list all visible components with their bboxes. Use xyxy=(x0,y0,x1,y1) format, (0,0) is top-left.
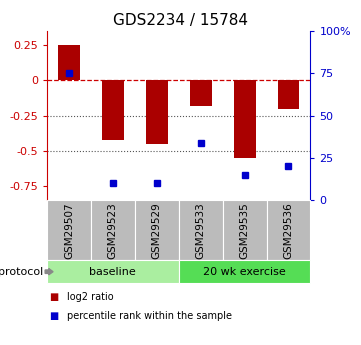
Text: GSM29523: GSM29523 xyxy=(108,202,118,259)
Text: ■: ■ xyxy=(49,292,58,302)
Text: baseline: baseline xyxy=(90,267,136,277)
Text: ■: ■ xyxy=(49,311,58,321)
Bar xyxy=(146,80,168,144)
Text: GSM29535: GSM29535 xyxy=(240,202,249,259)
Text: log2 ratio: log2 ratio xyxy=(67,292,113,302)
Bar xyxy=(102,80,124,139)
Text: percentile rank within the sample: percentile rank within the sample xyxy=(67,311,232,321)
Text: protocol: protocol xyxy=(0,267,43,277)
Bar xyxy=(234,80,256,158)
Text: GSM29507: GSM29507 xyxy=(64,202,74,259)
Text: GDS2234 / 15784: GDS2234 / 15784 xyxy=(113,13,248,28)
Text: GSM29536: GSM29536 xyxy=(283,202,293,259)
Bar xyxy=(58,45,80,80)
Text: GSM29533: GSM29533 xyxy=(196,202,206,259)
Text: 20 wk exercise: 20 wk exercise xyxy=(203,267,286,277)
Text: GSM29529: GSM29529 xyxy=(152,202,162,259)
Bar xyxy=(190,80,212,106)
Bar xyxy=(278,80,300,109)
